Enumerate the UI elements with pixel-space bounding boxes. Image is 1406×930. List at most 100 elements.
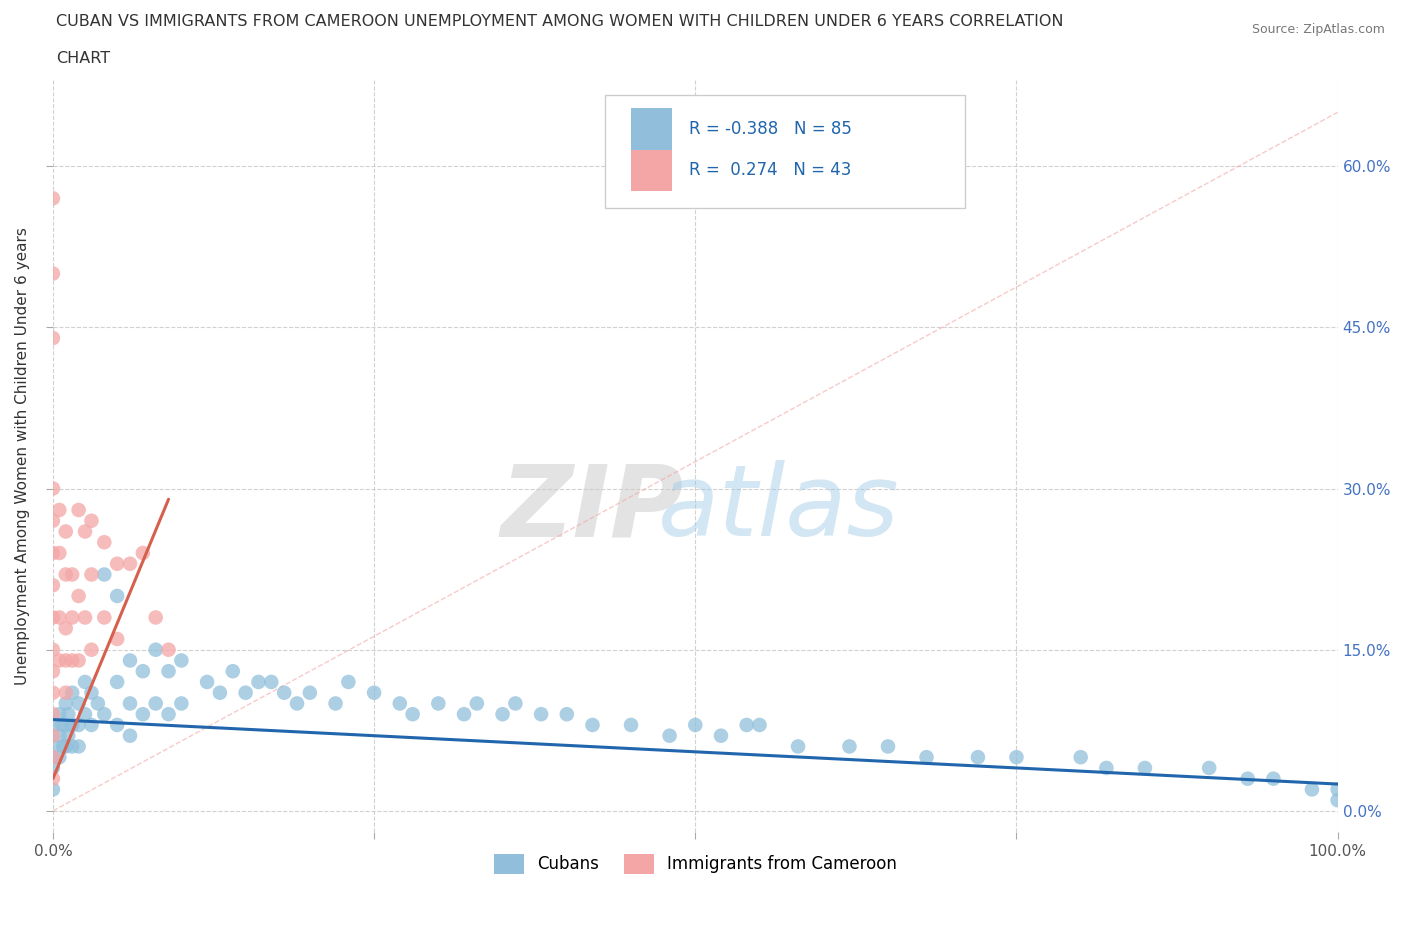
Point xyxy=(735,718,758,733)
Point xyxy=(42,191,65,206)
Point xyxy=(118,696,141,711)
Point xyxy=(1070,750,1092,764)
Point xyxy=(48,653,70,668)
Point xyxy=(530,707,553,722)
Text: R = -0.388   N = 85: R = -0.388 N = 85 xyxy=(689,120,852,138)
FancyBboxPatch shape xyxy=(606,95,965,208)
Point xyxy=(555,707,578,722)
Point xyxy=(105,631,128,646)
Point xyxy=(1133,761,1156,776)
Point xyxy=(67,739,90,754)
Point xyxy=(80,567,103,582)
Point xyxy=(48,546,70,561)
Bar xyxy=(631,108,672,150)
Point xyxy=(73,610,96,625)
Point xyxy=(195,674,218,689)
Point xyxy=(748,718,770,733)
Point xyxy=(685,718,707,733)
Point xyxy=(157,707,180,722)
Y-axis label: Unemployment Among Women with Children Under 6 years: Unemployment Among Women with Children U… xyxy=(15,227,30,685)
Text: CUBAN VS IMMIGRANTS FROM CAMEROON UNEMPLOYMENT AMONG WOMEN WITH CHILDREN UNDER 6: CUBAN VS IMMIGRANTS FROM CAMEROON UNEMPL… xyxy=(56,14,1064,29)
Point xyxy=(401,707,423,722)
Point xyxy=(42,761,65,776)
Point xyxy=(42,513,65,528)
Point xyxy=(105,718,128,733)
Text: atlas: atlas xyxy=(658,460,900,557)
Point xyxy=(285,696,308,711)
Point xyxy=(42,739,65,754)
Point xyxy=(48,750,70,764)
Point xyxy=(465,696,488,711)
Point xyxy=(658,728,681,743)
Point xyxy=(247,674,270,689)
Point xyxy=(877,739,900,754)
Point xyxy=(42,771,65,786)
Point xyxy=(42,578,65,592)
Point xyxy=(60,718,83,733)
Point xyxy=(105,556,128,571)
Point xyxy=(58,707,80,722)
Point xyxy=(55,739,77,754)
Point xyxy=(80,513,103,528)
Point xyxy=(55,718,77,733)
Point xyxy=(93,535,115,550)
Point xyxy=(87,696,110,711)
Point xyxy=(787,739,810,754)
Point xyxy=(67,589,90,604)
Point xyxy=(118,556,141,571)
Point xyxy=(67,653,90,668)
Text: R =  0.274   N = 43: R = 0.274 N = 43 xyxy=(689,162,851,179)
Point xyxy=(145,696,167,711)
Point xyxy=(42,481,65,496)
Point xyxy=(42,610,65,625)
Point xyxy=(145,610,167,625)
Point xyxy=(93,707,115,722)
Point xyxy=(491,707,513,722)
Point xyxy=(208,685,231,700)
Point xyxy=(55,525,77,539)
Point xyxy=(337,674,360,689)
Point xyxy=(170,653,193,668)
Point xyxy=(42,266,65,281)
Point xyxy=(55,567,77,582)
Point xyxy=(235,685,257,700)
Point xyxy=(967,750,990,764)
Point xyxy=(1198,761,1220,776)
Point xyxy=(42,685,65,700)
Point xyxy=(42,643,65,658)
Point xyxy=(838,739,860,754)
Point xyxy=(80,685,103,700)
Point xyxy=(80,718,103,733)
Point xyxy=(51,718,73,733)
Point xyxy=(505,696,527,711)
Point xyxy=(427,696,450,711)
Point xyxy=(118,728,141,743)
Point xyxy=(132,707,155,722)
Point xyxy=(42,330,65,345)
Point xyxy=(132,546,155,561)
Point xyxy=(710,728,733,743)
Point xyxy=(273,685,295,700)
Point xyxy=(105,589,128,604)
Point xyxy=(620,718,643,733)
Point xyxy=(93,567,115,582)
Point xyxy=(52,739,75,754)
Point xyxy=(67,502,90,517)
Point xyxy=(48,610,70,625)
Point xyxy=(1095,761,1118,776)
Text: ZIP: ZIP xyxy=(501,460,683,557)
Point xyxy=(132,664,155,679)
Point xyxy=(42,728,65,743)
Point xyxy=(1301,782,1323,797)
Point xyxy=(42,664,65,679)
Point xyxy=(1326,782,1348,797)
Point xyxy=(73,525,96,539)
Point xyxy=(60,685,83,700)
Point xyxy=(48,728,70,743)
Point xyxy=(48,502,70,517)
Point xyxy=(388,696,411,711)
Point xyxy=(55,685,77,700)
Point xyxy=(42,750,65,764)
Point xyxy=(1236,771,1258,786)
Point xyxy=(42,718,65,733)
